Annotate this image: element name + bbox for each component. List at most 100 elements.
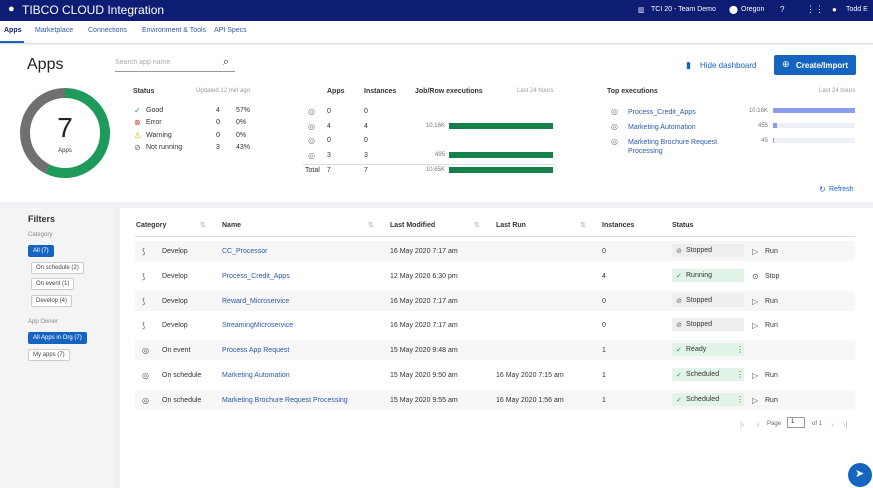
user-icon: ● [832, 5, 837, 14]
instances: 0 [602, 322, 606, 330]
action-icon: ▷ [752, 247, 759, 256]
last-modified: 16 May 2020 7:17 am [390, 297, 458, 305]
create-import-label: Create/Import [796, 61, 849, 70]
status-pill: ⊘ Stopped [672, 293, 744, 307]
create-import-button[interactable]: ⊕ Create/Import [774, 55, 856, 75]
app-name[interactable]: Marketing Brochure Request Processing [222, 396, 348, 404]
status-pill: ✓ Scheduled ⋮ [672, 368, 744, 381]
page-of: of 1 [812, 421, 823, 427]
status-label: Warning [146, 131, 172, 139]
app-name[interactable]: Process_Credit_Apps [222, 272, 290, 280]
instances-header: Instances [364, 88, 397, 95]
filter-chip[interactable]: My apps (7) [28, 349, 70, 361]
status-count: 0 [216, 119, 220, 127]
exec-bar [773, 123, 777, 128]
app-name[interactable]: CC_Processor [222, 248, 268, 255]
action-button[interactable]: Run [765, 396, 778, 404]
exec-name[interactable]: Process_Credit_Apps [628, 109, 696, 116]
status-label: Error [146, 119, 162, 127]
page-last: ›| [843, 420, 848, 429]
type-icon: ◎ [308, 136, 315, 145]
action-icon: ⊙ [752, 271, 759, 281]
apps-title: Apps [27, 56, 64, 73]
app-name[interactable]: Process App Request [222, 347, 290, 355]
status-pill: ✓ Ready ⋮ [672, 343, 744, 357]
category-icon: ◎ [142, 346, 149, 356]
chat-button[interactable]: ➤ [848, 463, 872, 487]
last-modified: 16 May 2020 7:17 am [390, 248, 458, 255]
status-count: 0 [216, 131, 220, 139]
org-name: TCI 20 - Team Demo [651, 6, 716, 13]
last-modified: 15 May 2020 9:50 am [390, 372, 458, 379]
category: Develop [162, 322, 188, 330]
instances-count: 0 [364, 108, 368, 115]
last-run: 16 May 2020 1:56 am [496, 396, 564, 404]
filter-chip[interactable]: All Apps in Org (7) [28, 332, 87, 344]
category: On schedule [162, 396, 202, 404]
status-pill: ✓ Scheduled ⋮ [672, 392, 744, 406]
exec-bar [773, 108, 855, 113]
top-exec-period: Last 24 hours [819, 88, 856, 94]
filter-chip[interactable]: On event (1) [31, 278, 75, 290]
status-label: Not running [146, 143, 183, 151]
status-percent: 0% [236, 131, 247, 139]
status-label: Good [146, 107, 164, 114]
filter-chip[interactable]: On schedule (2) [31, 261, 84, 274]
app-name[interactable]: Marketing Automation [222, 372, 290, 379]
apps-count: 0 [327, 137, 331, 144]
nav-tab[interactable]: Connections [88, 27, 127, 34]
category-icon: ⟆ [142, 321, 146, 331]
last-modified: 12 May 2020 6:30 pm [390, 272, 458, 280]
filter-chip[interactable]: Develop (4) [31, 294, 73, 307]
menu-icon: ⋮ [736, 345, 744, 355]
action-button[interactable]: Run [765, 322, 778, 330]
action-button[interactable]: Run [765, 297, 778, 305]
instances: 1 [602, 347, 606, 355]
exec-track [773, 138, 855, 143]
action-button[interactable]: Stop [765, 272, 780, 280]
status-pill-icon: ⊘ [676, 248, 682, 255]
executions-bar [449, 151, 553, 158]
status-icon: ⚠ [134, 130, 142, 140]
nav-tab[interactable]: Marketplace [35, 27, 74, 34]
page-first: |‹ [740, 420, 745, 429]
donut-segment [20, 88, 110, 178]
search-icon: ⌕ [223, 56, 230, 68]
action-button[interactable]: Run [765, 372, 778, 379]
top-bar [0, 0, 873, 21]
action-button[interactable]: Run [765, 248, 778, 255]
exec-name[interactable]: Marketing Automation [628, 124, 696, 131]
status-percent: 43% [236, 143, 251, 151]
hide-dashboard-button[interactable]: Hide dashboard [700, 61, 757, 70]
executions-label: 495 [434, 151, 445, 158]
category-icon: ⟆ [142, 271, 146, 281]
action-icon: ▷ [752, 296, 759, 306]
executions-label: 10.65K [425, 167, 445, 173]
instances-count: 4 [364, 122, 368, 130]
header-divider [135, 236, 855, 237]
instances-header: Apps [327, 88, 345, 95]
page-prev: ‹ [757, 420, 760, 429]
status-pill: ⊘ Stopped [672, 244, 744, 257]
search-box[interactable]: Search app name [115, 59, 235, 72]
last-modified: 15 May 2020 9:55 am [390, 396, 458, 404]
page-input[interactable]: 1 [787, 417, 805, 428]
exec-name[interactable]: Marketing Brochure Request Processing [628, 139, 718, 155]
nav-tab[interactable]: API Specs [214, 27, 247, 34]
exec-icon: ◎ [611, 137, 618, 146]
app-name[interactable]: Reward_Microservice [222, 297, 290, 305]
nav-tab[interactable]: Environment & Tools [142, 27, 207, 34]
instances: 0 [602, 297, 606, 305]
nav-tab[interactable]: Apps [4, 27, 22, 34]
filter-chip[interactable]: All (7) [28, 245, 54, 257]
status-pill: ⊘ Stopped [672, 318, 744, 332]
sort-icon: ⇅ [474, 222, 480, 229]
refresh-link[interactable]: Refresh [829, 186, 854, 193]
sort-icon: ⇅ [368, 222, 374, 229]
executions-bar [449, 122, 553, 129]
category: Develop [162, 248, 188, 255]
last-modified: 15 May 2020 9:48 am [390, 347, 458, 355]
apps-count: 7 [327, 167, 331, 174]
status: Scheduled [686, 395, 720, 403]
app-name[interactable]: StreamingMicroservice [222, 322, 294, 330]
